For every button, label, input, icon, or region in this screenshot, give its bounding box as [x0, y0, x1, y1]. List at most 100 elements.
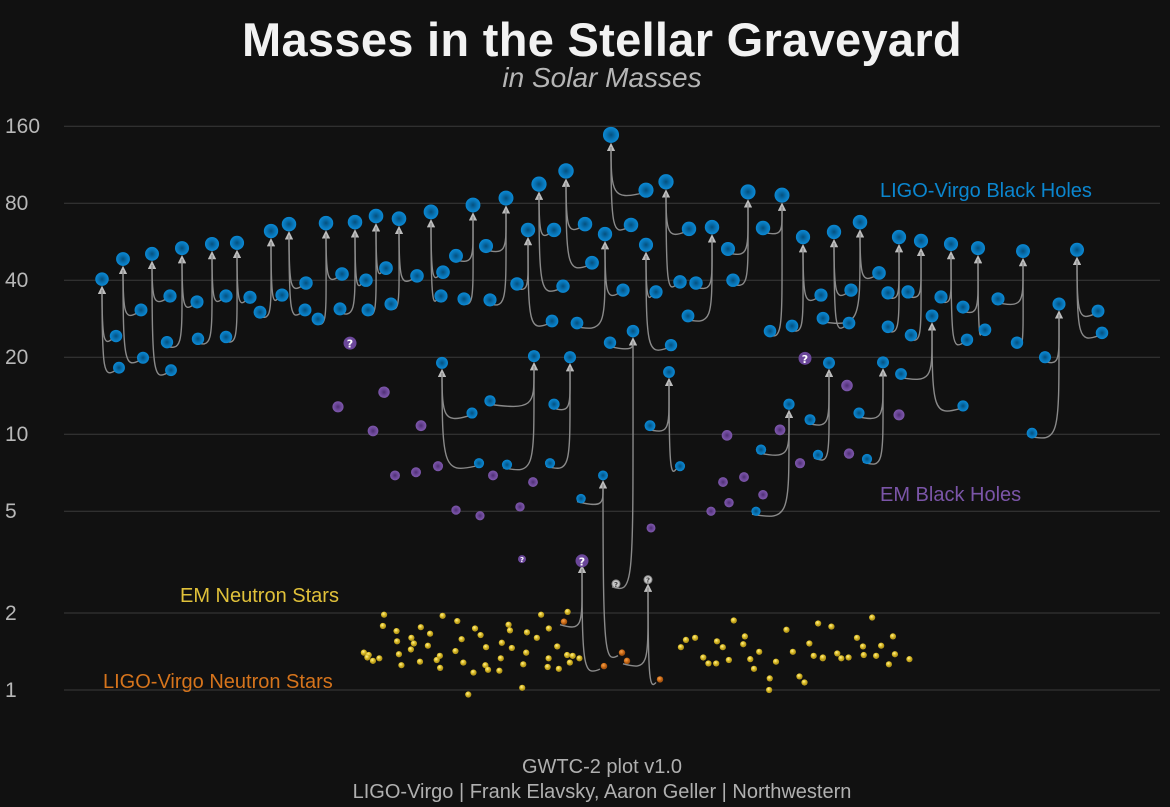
ligo-virgo-component: [751, 506, 761, 516]
em-black-hole: [343, 336, 357, 350]
ligo-virgo-remnant: [204, 236, 220, 252]
em-neutron-star: [410, 640, 417, 647]
merger-arrow: [581, 568, 601, 672]
ligo-virgo-remnant: [520, 222, 536, 238]
ligo-virgo-component: [755, 220, 771, 236]
em-neutron-star: [506, 627, 514, 634]
em-black-hole: [739, 472, 749, 482]
merger-arrow: [151, 264, 168, 376]
em-neutron-star: [853, 634, 861, 641]
ligo-virgo-remnant: [527, 350, 541, 363]
em-neutron-star: [437, 664, 444, 672]
ligo-virgo-component: [644, 420, 656, 432]
ligo-virgo-component: [1095, 326, 1109, 340]
em-neutron-star: [545, 625, 552, 632]
ligo-virgo-component: [191, 332, 205, 346]
ligo-virgo-remnant: [774, 187, 790, 203]
merger-arrow: [833, 243, 846, 329]
ligo-virgo-component: [190, 295, 204, 309]
ligo-virgo-component: [763, 324, 777, 338]
ligo-virgo-remnant: [116, 252, 130, 266]
ligo-virgo-component: [600, 662, 608, 670]
ligo-virgo-component: [720, 241, 736, 256]
ligo-virgo-remnant: [436, 356, 448, 369]
ligo-virgo-component: [333, 302, 347, 316]
ligo-virgo-component: [109, 329, 123, 343]
ligo-virgo-component: [577, 216, 593, 232]
em-neutron-star: [750, 665, 758, 672]
data-points: ??????: [95, 126, 1109, 698]
em-neutron-star: [810, 652, 817, 659]
ligo-virgo-remnant: [970, 241, 986, 256]
ligo-virgo-component: [673, 275, 687, 289]
em-neutron-star: [376, 655, 383, 662]
em-neutron-star: [452, 647, 459, 655]
em-neutron-star: [828, 623, 835, 630]
ligo-virgo-component: [812, 449, 824, 461]
em-neutron-star: [730, 617, 737, 624]
em-neutron-star: [576, 655, 583, 662]
merger-arrow: [1076, 260, 1099, 339]
y-tick-label: 40: [5, 269, 28, 292]
em-black-hole: [378, 386, 390, 398]
merger-arrow: [572, 245, 606, 329]
merger-arrow: [950, 255, 964, 346]
ligo-virgo-component: [1010, 336, 1024, 349]
em-neutron-star: [545, 655, 552, 662]
ligo-virgo-remnant: [704, 219, 720, 235]
ligo-virgo-component: [544, 458, 556, 469]
merger-arrow: [527, 241, 549, 327]
ligo-virgo-component: [335, 267, 349, 281]
em-neutron-star: [705, 660, 712, 667]
legend-ligo-virgo-black-holes: LIGO-Virgo Black Holes: [880, 180, 1092, 202]
ligo-virgo-component: [163, 289, 177, 303]
legend-em-black-holes: EM Black Holes: [880, 484, 1021, 506]
em-neutron-star: [408, 634, 415, 641]
ligo-virgo-component: [570, 316, 584, 330]
ligo-virgo-component: [804, 414, 816, 426]
em-neutron-star: [395, 651, 403, 658]
merger-arrow: [931, 326, 960, 412]
ligo-virgo-component: [960, 333, 974, 346]
merger-arrow: [1072, 256, 1095, 318]
ligo-virgo-remnant: [229, 235, 245, 250]
em-neutron-star: [393, 638, 401, 645]
uncertain-marker: ?: [347, 338, 353, 351]
merger-arrow: [611, 341, 634, 590]
ligo-virgo-component: [501, 459, 513, 470]
ligo-virgo-component: [623, 657, 631, 665]
ligo-virgo-component: [618, 649, 626, 656]
ligo-virgo-component: [956, 300, 970, 314]
ligo-virgo-component: [473, 458, 485, 469]
em-neutron-star: [477, 631, 484, 639]
merger-arrow: [485, 209, 507, 306]
em-neutron-star: [519, 684, 526, 691]
em-black-hole: [390, 470, 400, 481]
merger-arrow: [1012, 262, 1024, 349]
merger-arrow: [162, 259, 183, 348]
merger-arrow: [565, 182, 589, 269]
merger-arrow: [977, 259, 982, 336]
ligo-virgo-remnant: [558, 163, 574, 179]
ligo-virgo-component: [548, 398, 560, 410]
ligo-virgo-component: [755, 444, 767, 455]
ligo-virgo-remnant: [281, 216, 297, 232]
uncertain-marker: ?: [646, 577, 650, 585]
em-neutron-star: [470, 669, 477, 676]
em-neutron-star: [569, 652, 576, 659]
em-black-hole: [774, 424, 786, 436]
ligo-virgo-remnant: [891, 229, 907, 245]
em-neutron-star: [566, 659, 573, 666]
ligo-virgo-remnant: [943, 236, 959, 252]
em-neutron-star: [564, 608, 571, 615]
merger-arrow: [622, 583, 653, 667]
em-neutron-star: [555, 665, 562, 672]
em-neutron-star: [859, 643, 867, 650]
ligo-virgo-remnant: [174, 241, 190, 256]
ligo-virgo-remnant: [1016, 244, 1030, 259]
em-neutron-star: [719, 644, 726, 651]
em-neutron-star: [801, 679, 808, 686]
em-black-hole: [451, 505, 461, 515]
chart-subtitle: in Solar Masses: [502, 62, 702, 93]
ligo-virgo-component: [510, 277, 524, 291]
